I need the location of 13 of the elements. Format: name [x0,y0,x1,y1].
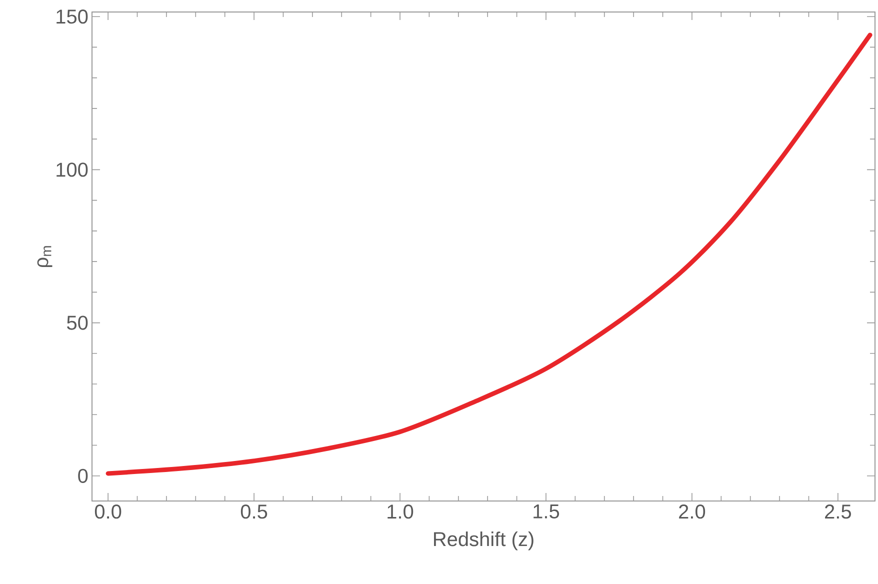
x-tick-label: 0.0 [94,504,122,519]
y-tick-label: 150 [56,10,88,24]
x-tick-label: 0.5 [240,504,268,519]
x-tick-label: 1.0 [388,504,414,519]
x-tick-label: 2.0 [679,504,706,519]
y-tick-label: 50 [67,316,88,330]
x-axis-title: Redshift (z) [434,532,534,550]
line-series [106,32,872,476]
x-tick-label: 2.5 [825,504,851,519]
y-tick-label: 100 [56,162,88,177]
y-tick-label: 0 [78,468,88,483]
x-tick-label: 1.5 [534,504,560,518]
y-axis-title: ρ$_{m}$ [37,246,52,267]
